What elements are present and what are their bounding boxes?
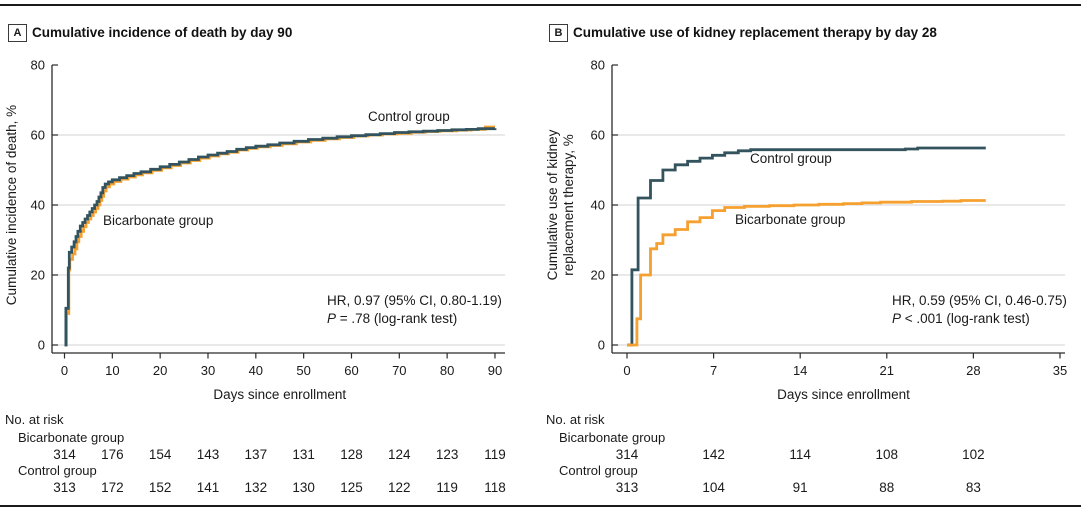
x-axis-title: Days since enrollment: [213, 387, 346, 402]
risk-value: 118: [484, 480, 506, 495]
risk-value: 91: [793, 480, 808, 495]
risk-row-label-bicarbonate-group: Bicarbonate group: [559, 430, 665, 445]
y-tick-label: 0: [38, 338, 45, 353]
panel-b-letter: B: [549, 24, 568, 42]
y-tick-label: 60: [591, 128, 605, 143]
risk-value: 124: [388, 447, 411, 462]
risk-value: 152: [149, 480, 172, 495]
y-tick-label: 20: [31, 268, 45, 283]
panel-a-chart: Bicarbonate group Control group 0 20 40 60 80 0…: [4, 58, 506, 496]
risk-value: 314: [616, 447, 639, 462]
risk-value: 143: [197, 447, 220, 462]
risk-value: 130: [292, 480, 315, 495]
x-tick-label: 70: [392, 363, 406, 378]
panel-b-chart: Control group Bicarbonate group 0 20 40 60 80 0…: [545, 58, 1067, 496]
y-tick-label: 60: [31, 128, 45, 143]
panel-b-title: Cumulative use of kidney replacement the…: [573, 25, 937, 40]
risk-value: 125: [340, 480, 363, 495]
risk-value: 131: [292, 447, 315, 462]
p-annotation: P = .78 (log-rank test): [327, 311, 457, 326]
series-label-bicarbonate-group: Bicarbonate group: [735, 212, 845, 227]
panel-a-letter: A: [8, 24, 27, 42]
x-tick-label: 14: [793, 363, 807, 378]
y-axis-title: Cumulative use of kidney: [545, 129, 560, 280]
risk-value: 132: [245, 480, 268, 495]
risk-row-label-control-group: Control group: [559, 463, 638, 478]
y-axis-title: replacement therapy, %: [561, 134, 576, 276]
panel-a-title: Cumulative incidence of death by day 90: [32, 25, 293, 40]
x-tick-label: 90: [488, 363, 502, 378]
y-axis-title: Cumulative incidence of death, %: [4, 105, 19, 305]
x-tick-label: 80: [440, 363, 454, 378]
risk-table-header: No. at risk: [5, 412, 64, 427]
x-tick-label: 20: [153, 363, 167, 378]
x-axis-title: Days since enrollment: [777, 387, 910, 402]
y-tick-label: 0: [598, 338, 605, 353]
hr-annotation: HR, 0.97 (95% CI, 0.80-1.19): [327, 293, 502, 308]
risk-value: 313: [616, 480, 639, 495]
risk-row-label-control-group: Control group: [18, 463, 97, 478]
x-tick-label: 40: [249, 363, 263, 378]
bottom-rule: [0, 505, 1081, 507]
risk-value: 128: [340, 447, 363, 462]
risk-value: 119: [484, 447, 506, 462]
x-tick-label: 35: [1053, 363, 1067, 378]
y-tick-label: 40: [591, 198, 605, 213]
y-tick-label: 80: [591, 58, 605, 73]
risk-value: 172: [101, 480, 124, 495]
series-label-control-group: Control group: [750, 151, 832, 166]
risk-value: 119: [436, 480, 458, 495]
risk-value: 137: [245, 447, 268, 462]
risk-value: 102: [962, 447, 985, 462]
x-tick-label: 50: [296, 363, 310, 378]
x-tick-label: 30: [201, 363, 215, 378]
series-control-group-line: [627, 146, 986, 347]
risk-row-label-bicarbonate-group: Bicarbonate group: [18, 430, 124, 445]
risk-value: 313: [53, 480, 76, 495]
x-tick-label: 0: [623, 363, 630, 378]
risk-value: 142: [702, 447, 725, 462]
x-tick-label: 60: [344, 363, 358, 378]
risk-value: 314: [53, 447, 76, 462]
risk-value: 123: [436, 447, 459, 462]
series-label-control-group: Control group: [368, 109, 450, 124]
risk-value: 83: [966, 480, 981, 495]
risk-value: 108: [876, 447, 899, 462]
risk-value: 122: [388, 480, 411, 495]
x-tick-label: 28: [966, 363, 980, 378]
series-control-group-line: [64, 127, 497, 347]
series-bicarbonate-group-line: [627, 199, 986, 347]
risk-value: 176: [101, 447, 124, 462]
y-tick-label: 20: [591, 268, 605, 283]
y-tick-label: 40: [31, 198, 45, 213]
y-tick-label: 80: [31, 58, 45, 73]
x-tick-label: 21: [880, 363, 894, 378]
p-annotation: P < .001 (log-rank test): [892, 311, 1030, 326]
x-tick-label: 7: [710, 363, 717, 378]
risk-value: 88: [879, 480, 894, 495]
risk-value: 104: [702, 480, 725, 495]
hr-annotation: HR, 0.59 (95% CI, 0.46-0.75): [892, 293, 1067, 308]
risk-value: 114: [789, 447, 811, 462]
top-rule: [0, 4, 1081, 6]
series-label-bicarbonate-group: Bicarbonate group: [103, 213, 213, 228]
x-tick-label: 0: [61, 363, 68, 378]
panel-b: B Cumulative use of kidney replacement t…: [541, 0, 1081, 513]
x-tick-label: 10: [105, 363, 119, 378]
panel-a: A Cumulative incidence of death by day 9…: [0, 0, 540, 513]
risk-value: 141: [197, 480, 220, 495]
risk-value: 154: [149, 447, 172, 462]
risk-table-header: No. at risk: [546, 412, 605, 427]
